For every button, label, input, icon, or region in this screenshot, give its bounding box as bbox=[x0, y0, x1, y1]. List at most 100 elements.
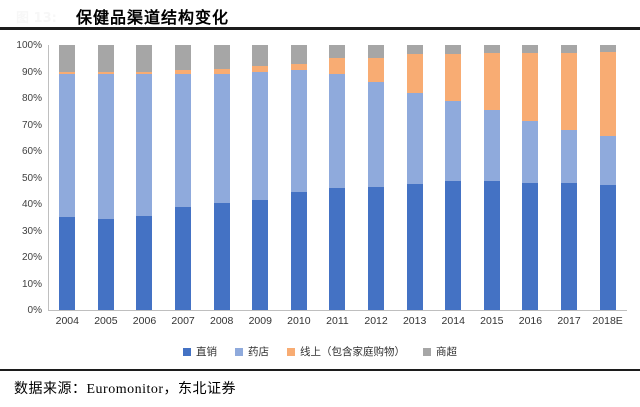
x-axis-tick-label: 2011 bbox=[326, 315, 349, 327]
bar-segment bbox=[329, 188, 346, 310]
bar-segment bbox=[59, 217, 76, 310]
y-axis-tick-label: 90% bbox=[21, 66, 42, 78]
bar-segment bbox=[213, 68, 230, 75]
bar-2016 bbox=[522, 45, 539, 310]
bar-segment bbox=[406, 184, 423, 310]
y-axis-tick-label: 30% bbox=[21, 225, 42, 237]
bar-slot bbox=[318, 45, 357, 310]
y-axis-tick-label: 10% bbox=[21, 278, 42, 290]
bar-slot bbox=[280, 45, 319, 310]
x-axis-labels: 2004 2005 2006 2007 2008 2009 2010 2011 2012 2013… bbox=[48, 315, 627, 327]
x-axis-tick-label: 2016 bbox=[518, 315, 543, 327]
bar-slot bbox=[241, 45, 280, 310]
bar-segment bbox=[329, 74, 346, 189]
bar-2018E bbox=[599, 45, 616, 310]
bar-segment bbox=[252, 66, 269, 72]
bar-slot bbox=[125, 45, 164, 310]
plot-area bbox=[48, 45, 627, 310]
bar-2015 bbox=[483, 45, 500, 310]
bar-segment bbox=[290, 70, 307, 193]
bar-segment bbox=[599, 185, 616, 310]
bar-slot bbox=[588, 45, 627, 310]
figure-title: 保健品渠道结构变化 bbox=[76, 8, 230, 27]
bar-2005 bbox=[97, 45, 114, 310]
bar-segment bbox=[368, 82, 385, 187]
y-axis-line bbox=[48, 45, 49, 311]
bar-2007 bbox=[175, 45, 192, 310]
x-axis-tick-label: 2015 bbox=[480, 315, 504, 327]
y-axis-tick-label: 70% bbox=[21, 119, 42, 131]
y-axis-tick-label: 100% bbox=[16, 40, 42, 51]
bar-segment bbox=[59, 45, 76, 72]
x-axis-tick-label: 2008 bbox=[209, 315, 234, 327]
bar-segment bbox=[445, 54, 462, 101]
bar-segment bbox=[136, 71, 153, 75]
legend-swatch-icon bbox=[183, 347, 191, 356]
bar-segment bbox=[175, 206, 192, 310]
bar-segment bbox=[445, 100, 462, 182]
bar-slot bbox=[164, 45, 203, 310]
bar-segment bbox=[290, 192, 307, 310]
legend-item: 线上（包含家庭购物） bbox=[287, 344, 405, 359]
x-axis-tick-label: 2012 bbox=[364, 315, 388, 327]
bar-slot bbox=[87, 45, 126, 310]
x-axis-tick-label: 2018E bbox=[592, 315, 623, 327]
bar-segment bbox=[175, 45, 192, 71]
x-axis-tick-label: 2006 bbox=[132, 315, 157, 327]
bar-2012 bbox=[368, 45, 385, 310]
bar-segment bbox=[368, 45, 385, 59]
bar-segment bbox=[599, 45, 616, 52]
bar-2006 bbox=[136, 45, 153, 310]
figure-number-watermark: 图 13: bbox=[16, 11, 57, 26]
y-axis-tick-label: 50% bbox=[21, 172, 42, 184]
bar-segment bbox=[522, 45, 539, 53]
y-axis-tick-label: 40% bbox=[21, 199, 42, 210]
bar-slot bbox=[395, 45, 434, 310]
bar-segment bbox=[522, 182, 539, 310]
bar-segment bbox=[290, 63, 307, 71]
y-axis-tick-label: 20% bbox=[21, 252, 42, 263]
bar-segment bbox=[136, 74, 153, 216]
bar-slot bbox=[48, 45, 87, 310]
bar-segment bbox=[213, 202, 230, 310]
bar-segment bbox=[406, 45, 423, 55]
bar-segment bbox=[213, 74, 230, 203]
bar-segment bbox=[329, 58, 346, 75]
bar-segment bbox=[561, 52, 578, 130]
bar-segment bbox=[290, 45, 307, 64]
bar-segment bbox=[97, 74, 114, 219]
x-axis-tick-label: 2014 bbox=[441, 315, 465, 327]
footer-rule bbox=[0, 369, 640, 371]
bar-segment bbox=[406, 92, 423, 185]
bar-segment bbox=[406, 54, 423, 93]
bar-2009 bbox=[252, 45, 269, 310]
x-axis-line bbox=[48, 310, 627, 311]
bar-segment bbox=[252, 45, 269, 67]
bar-segment bbox=[97, 218, 114, 310]
bar-slot bbox=[550, 45, 589, 310]
legend-label: 线上（包含家庭购物） bbox=[300, 346, 405, 358]
y-axis-tick-label: 0% bbox=[27, 305, 42, 316]
bar-slot bbox=[434, 45, 473, 310]
y-axis-tick-label: 60% bbox=[21, 146, 42, 157]
bar-2013 bbox=[406, 45, 423, 310]
bar-segment bbox=[213, 45, 230, 69]
stacked-bar-chart: 2004 2005 2006 2007 2008 2009 2010 2011 2012 2013… bbox=[0, 32, 640, 342]
legend-label: 药店 bbox=[248, 346, 269, 358]
bar-2011 bbox=[329, 45, 346, 310]
bar-segment bbox=[368, 58, 385, 83]
bar-segment bbox=[329, 45, 346, 59]
bar-segment bbox=[483, 109, 500, 182]
bar-2004 bbox=[59, 45, 76, 310]
bar-segment bbox=[483, 45, 500, 53]
bar-slot bbox=[357, 45, 396, 310]
x-axis-tick-label: 2013 bbox=[402, 315, 427, 327]
x-axis-tick-label: 2009 bbox=[248, 315, 272, 327]
report-header: 图 13: 保健品渠道结构变化 bbox=[0, 0, 640, 27]
header-rule bbox=[0, 27, 640, 30]
bar-segment bbox=[561, 45, 578, 53]
bar-2010 bbox=[290, 45, 307, 310]
bar-segment bbox=[599, 136, 616, 186]
bar-segment bbox=[97, 45, 114, 72]
